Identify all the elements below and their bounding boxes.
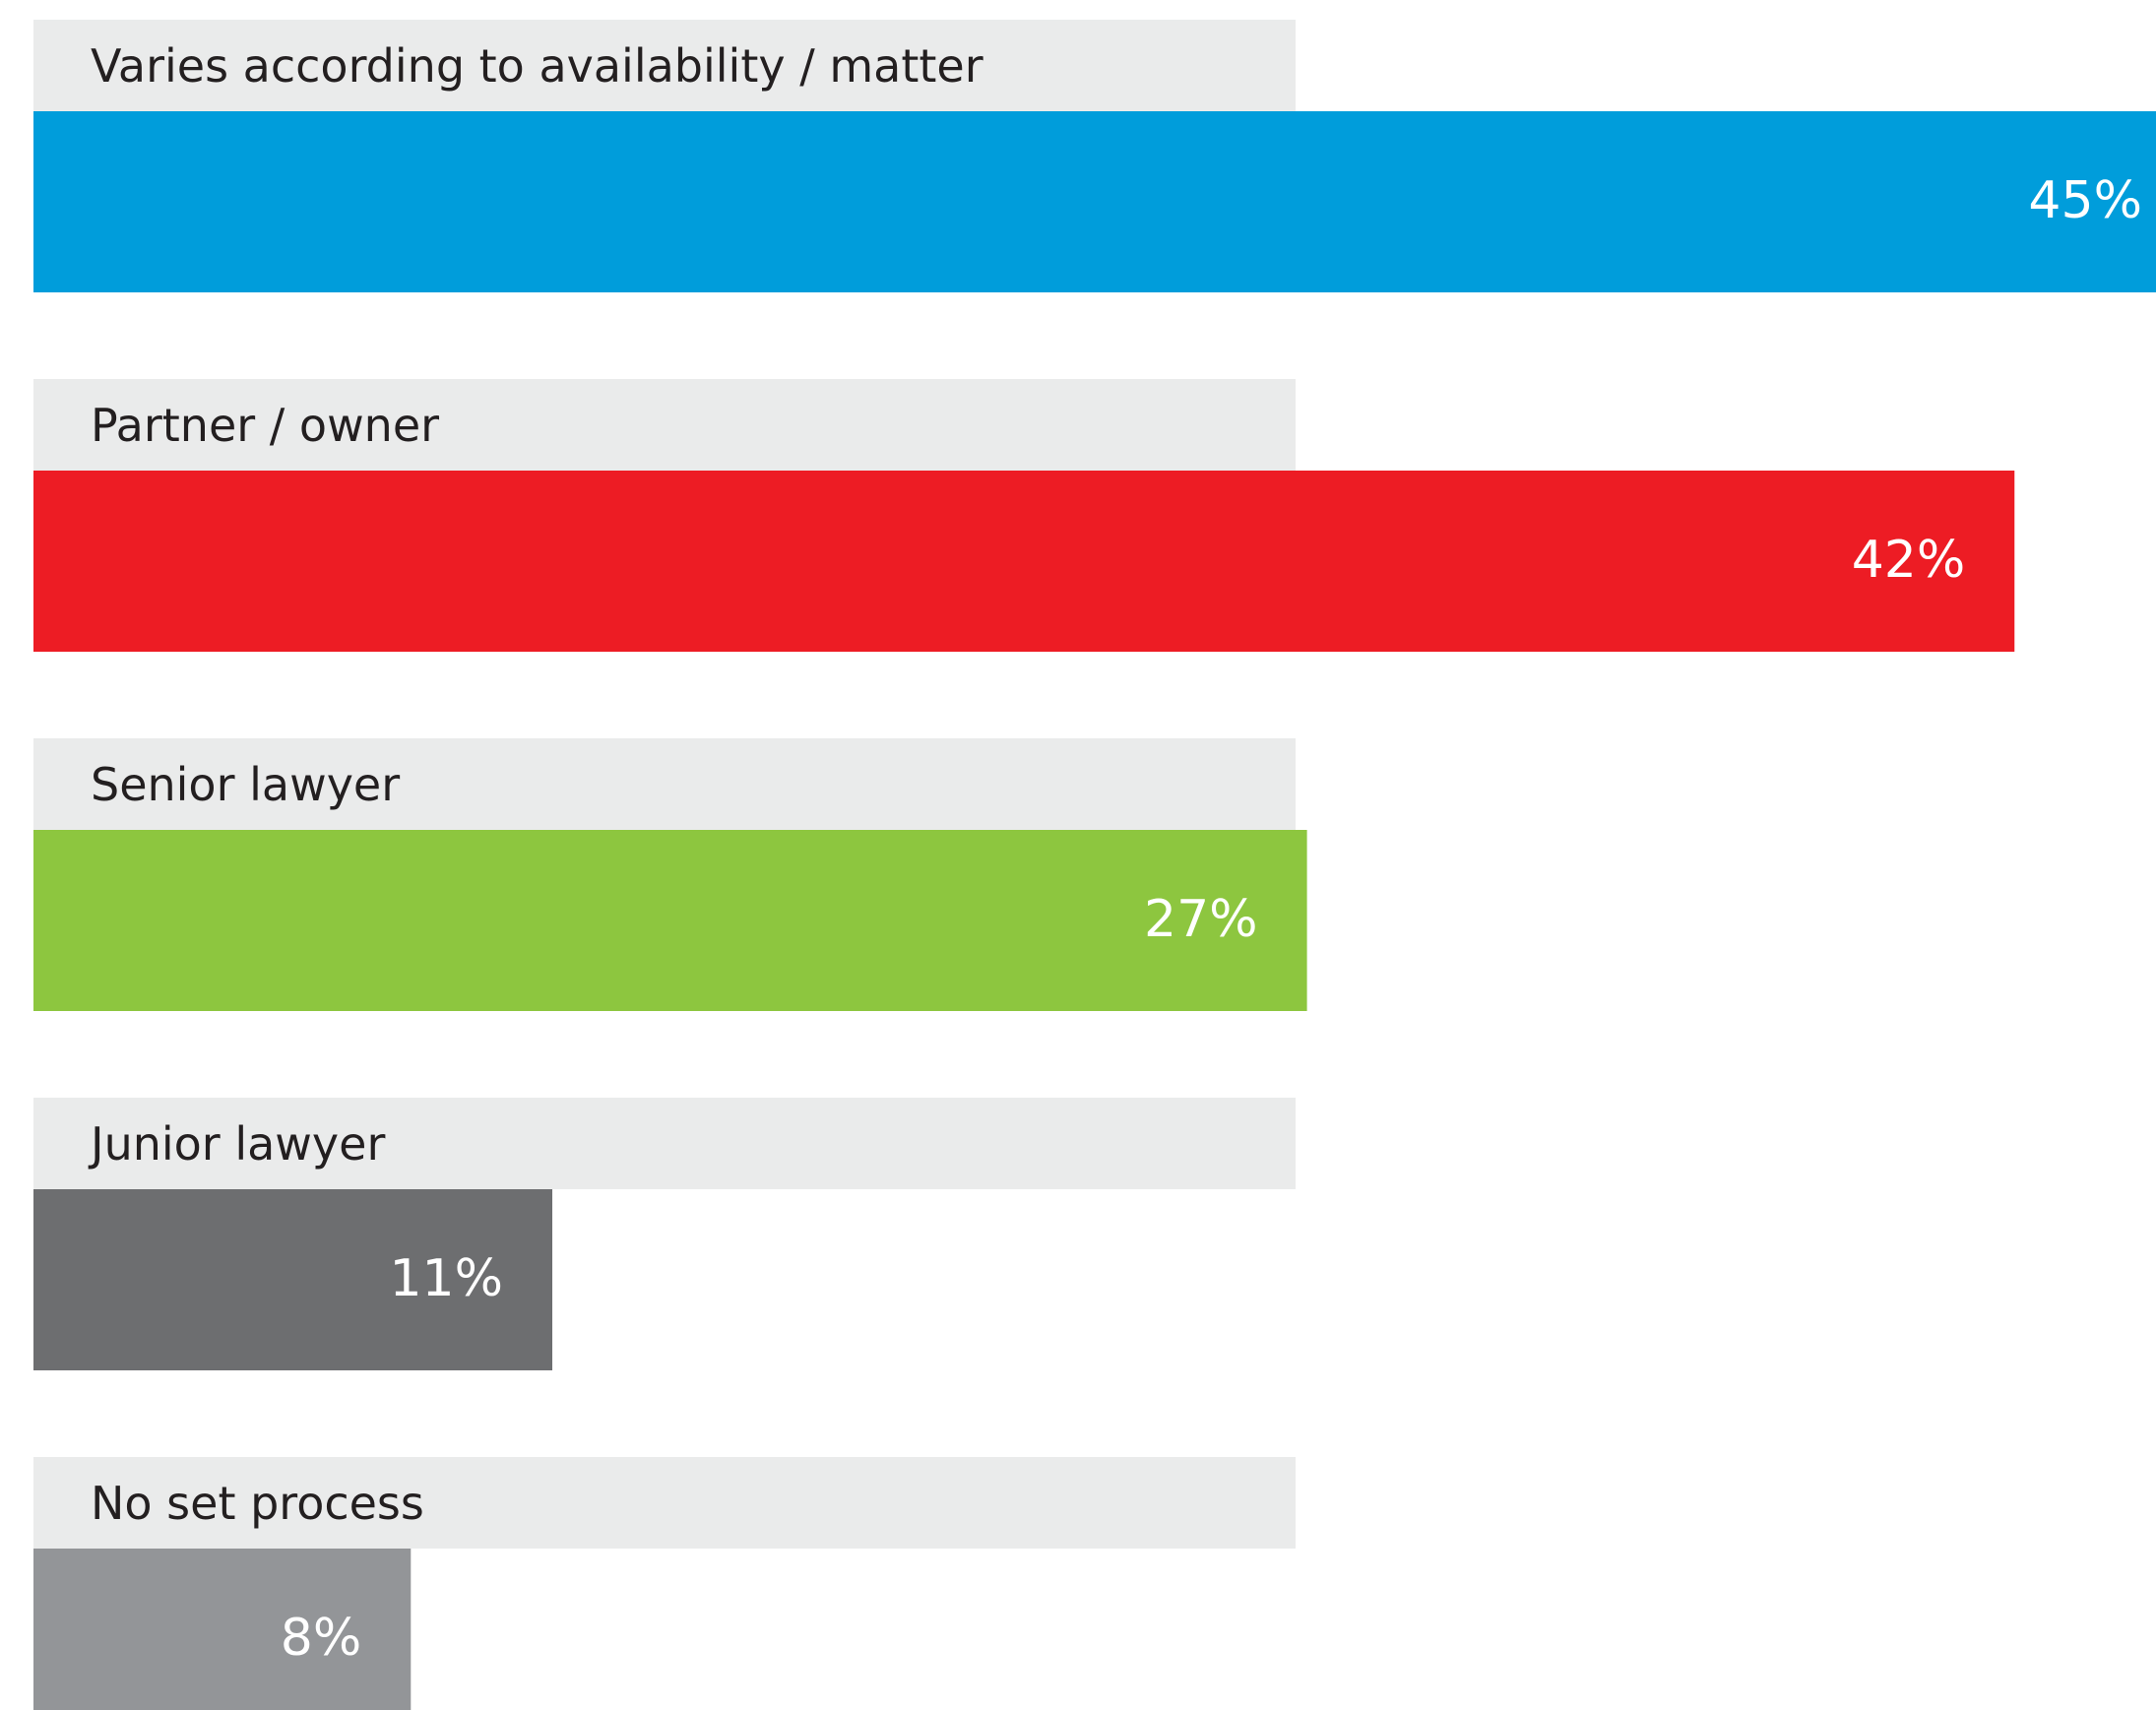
label-band xyxy=(33,1098,1296,1189)
label-band xyxy=(33,20,1296,111)
value-label: 8% xyxy=(281,1609,362,1668)
bar xyxy=(33,111,2156,292)
label-band xyxy=(33,1457,1296,1549)
category-label: Varies according to availability / matte… xyxy=(91,39,983,93)
bar xyxy=(33,471,2015,652)
label-band xyxy=(33,738,1296,830)
category-label: Junior lawyer xyxy=(88,1117,385,1171)
category-label: No set process xyxy=(91,1477,424,1530)
value-label: 11% xyxy=(389,1249,503,1308)
bar xyxy=(33,830,1307,1011)
value-label: 42% xyxy=(1852,531,1966,590)
label-band xyxy=(33,379,1296,471)
value-label: 45% xyxy=(2028,171,2142,230)
value-label: 27% xyxy=(1144,890,1258,949)
bar xyxy=(33,1549,412,1710)
bar xyxy=(33,1189,553,1370)
category-label: Senior lawyer xyxy=(91,758,400,811)
category-label: Partner / owner xyxy=(91,399,439,452)
